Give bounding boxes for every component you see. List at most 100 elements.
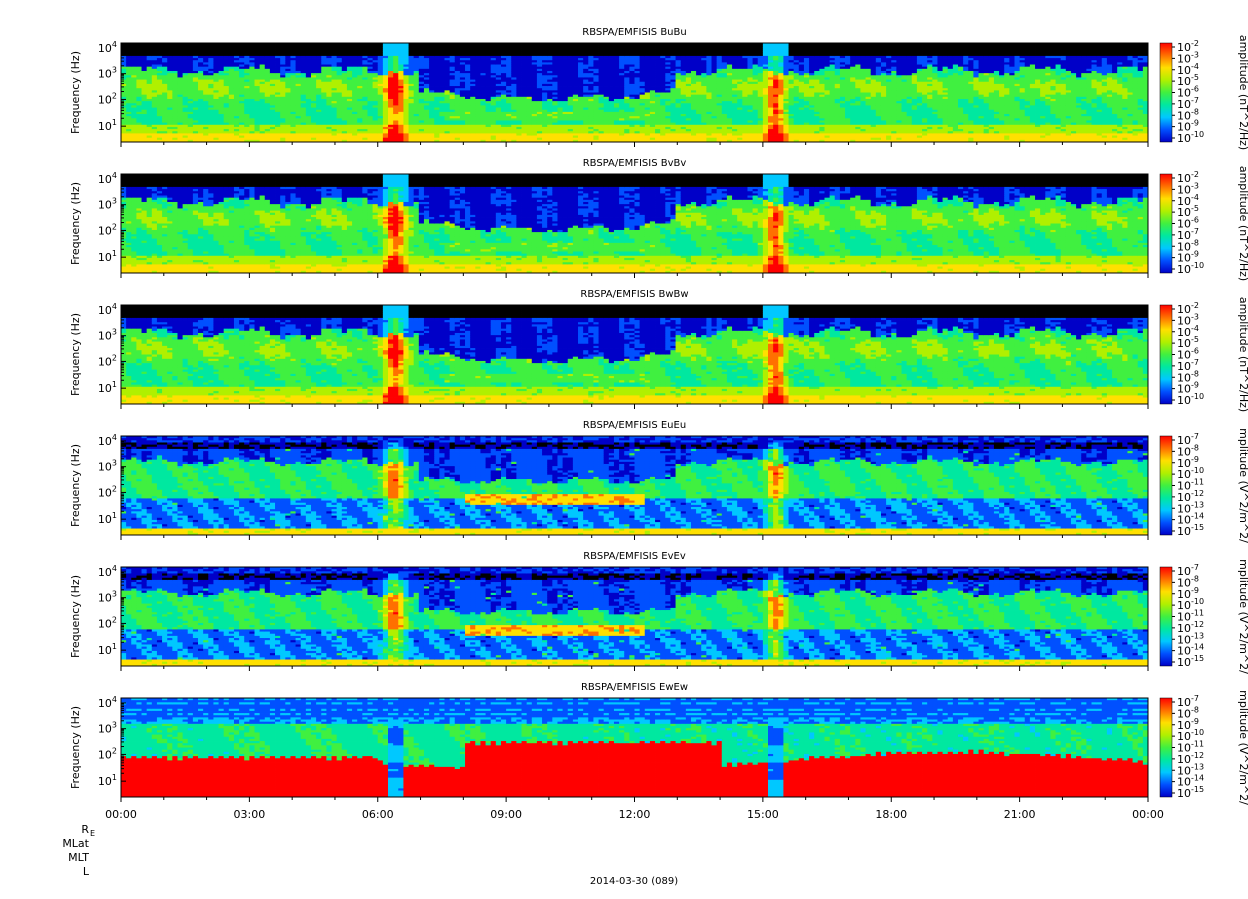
heatmap-cell (259, 111, 266, 115)
heatmap-cell (218, 131, 225, 134)
heatmap-cell (141, 96, 148, 100)
heatmap-cell (228, 98, 235, 102)
heatmap-cell (172, 96, 178, 100)
heatmap-cell (275, 79, 281, 83)
heatmap-cell (198, 47, 204, 50)
heatmap-cell (259, 86, 266, 89)
heatmap-cell (249, 60, 255, 63)
heatmap-cell (182, 47, 189, 50)
heatmap-cell (218, 98, 225, 102)
heatmap-cell (141, 88, 148, 91)
heatmap-cell (182, 137, 189, 141)
heatmap-cell (208, 62, 214, 65)
heatmap-cell (208, 98, 214, 102)
heatmap-cell (198, 98, 204, 102)
heatmap-cell (233, 111, 240, 115)
heatmap-cell (233, 64, 240, 68)
heatmap-cell (233, 103, 240, 106)
heatmap-cell (239, 122, 245, 126)
heatmap-cell (213, 83, 219, 87)
heatmap-cell (198, 105, 204, 108)
heatmap-cell (208, 79, 214, 83)
heatmap-cell (167, 86, 173, 89)
heatmap-cell (259, 124, 266, 128)
heatmap-cell (131, 62, 137, 65)
heatmap-cell (239, 79, 245, 83)
heatmap-cell (146, 133, 153, 136)
heatmap-cell (213, 133, 219, 136)
heatmap-cell (198, 83, 204, 87)
heatmap-cell (213, 131, 219, 134)
heatmap-cell (126, 49, 132, 53)
heatmap-cell (264, 131, 271, 134)
heatmap-cell (254, 131, 261, 134)
heatmap-cell (275, 120, 281, 124)
heatmap-cell (223, 49, 230, 53)
heatmap-cell (126, 111, 132, 115)
heatmap-cell (187, 109, 194, 113)
heatmap-cell (290, 58, 296, 61)
heatmap-cell (269, 53, 276, 57)
heatmap-cell (285, 122, 291, 126)
heatmap-cell (228, 101, 235, 104)
heatmap-cell (136, 43, 142, 46)
heatmap-cell (126, 47, 132, 50)
heatmap-cell (264, 68, 271, 72)
heatmap-cell (187, 131, 194, 134)
heatmap-cell (208, 75, 214, 78)
heatmap-cell (233, 139, 240, 143)
heatmap-cell (187, 122, 194, 126)
heatmap-cell (233, 55, 240, 59)
heatmap-cell (264, 51, 271, 55)
heatmap-cell (264, 53, 271, 57)
heatmap-cell (198, 109, 204, 113)
heatmap-cell (192, 131, 199, 134)
heatmap-cell (172, 118, 178, 121)
heatmap-cell (259, 107, 266, 111)
heatmap-cell (264, 118, 271, 121)
heatmap-cell (233, 58, 240, 61)
heatmap-cell (162, 118, 168, 121)
heatmap-cell (228, 116, 235, 119)
heatmap-cell (136, 133, 142, 136)
heatmap-cell (172, 101, 178, 104)
heatmap-cell (162, 107, 168, 111)
heatmap-cell (151, 107, 158, 111)
heatmap-cell (151, 81, 158, 85)
heatmap-cell (280, 116, 286, 119)
heatmap-cell (162, 58, 168, 61)
heatmap-cell (249, 86, 255, 89)
heatmap-cell (239, 98, 245, 102)
heatmap-cell (182, 124, 189, 128)
heatmap-cell (264, 129, 271, 132)
heatmap-cell (244, 83, 250, 87)
heatmap-cell (121, 92, 127, 96)
heatmap-cell (239, 133, 245, 136)
heatmap-cell (151, 139, 158, 143)
heatmap-cell (244, 96, 250, 100)
heatmap-cell (162, 105, 168, 108)
heatmap-cell (131, 81, 137, 85)
heatmap-cell (259, 103, 266, 106)
heatmap-cell (259, 139, 266, 143)
heatmap-cell (156, 79, 163, 83)
heatmap-cell (172, 62, 178, 65)
heatmap-cell (275, 129, 281, 132)
heatmap-cell (167, 139, 173, 143)
heatmap-cell (203, 120, 209, 124)
heatmap-cell (146, 45, 153, 48)
heatmap-cell (182, 66, 189, 70)
heatmap-cell (249, 129, 255, 132)
heatmap-cell (151, 105, 158, 108)
heatmap-cell (126, 68, 132, 72)
heatmap-cell (126, 105, 132, 108)
heatmap-cell (162, 124, 168, 128)
heatmap-cell (275, 105, 281, 108)
heatmap-cell (213, 96, 219, 100)
heatmap-cell (146, 120, 153, 124)
heatmap-cell (141, 135, 148, 139)
heatmap-cell (172, 83, 178, 87)
heatmap-cell (228, 47, 235, 50)
heatmap-cell (182, 60, 189, 63)
heatmap-cell (167, 101, 173, 104)
